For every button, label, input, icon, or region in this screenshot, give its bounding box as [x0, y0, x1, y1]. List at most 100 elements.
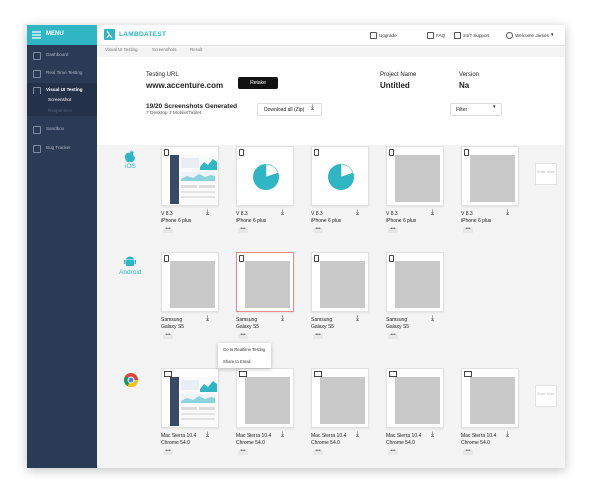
- download-icon[interactable]: ⤓: [356, 315, 360, 322]
- add-more-box[interactable]: Enter More: [535, 385, 557, 407]
- top-icon: [427, 32, 434, 39]
- device-icon: [164, 371, 172, 377]
- platform-icon: [124, 373, 138, 392]
- screenshot-card[interactable]: [386, 146, 444, 206]
- device-icon: [314, 149, 319, 156]
- more-button[interactable]: •••: [163, 227, 173, 233]
- device-icon: [314, 255, 319, 262]
- screenshot-card[interactable]: [461, 368, 519, 428]
- filter-dropdown[interactable]: Filter: [450, 103, 502, 116]
- download-icon[interactable]: ⤓: [431, 209, 435, 216]
- top-link[interactable]: FAQ: [436, 33, 446, 38]
- context-menu-item[interactable]: Go to Realtime Testing: [223, 347, 266, 352]
- more-button[interactable]: •••: [313, 333, 323, 339]
- retake-button[interactable]: Retake: [238, 77, 278, 89]
- platform-label: iOS: [125, 163, 136, 170]
- download-icon[interactable]: ⤓: [206, 315, 210, 322]
- sidebar-icon: [33, 145, 41, 153]
- menu-title: MENU: [46, 31, 64, 37]
- more-button[interactable]: •••: [388, 333, 398, 339]
- top-link[interactable]: 24/7 Support: [463, 33, 490, 38]
- device-icon: [314, 371, 322, 377]
- context-menu-item[interactable]: Share to Email: [223, 359, 251, 364]
- summary-detail: 7 Desktop 3 Mobile/Tablet: [146, 111, 202, 116]
- breadcrumb-item[interactable]: Visual UI Testing: [105, 47, 138, 52]
- more-button[interactable]: •••: [238, 227, 248, 233]
- filter-caret: ▾: [493, 104, 496, 110]
- more-button[interactable]: •••: [163, 449, 173, 455]
- card-label: Galaxy S5: [236, 324, 260, 330]
- sidebar-item[interactable]: Visual UI Testing: [27, 83, 97, 97]
- sidebar-item[interactable]: Dashboard: [46, 52, 69, 57]
- sidebar-item[interactable]: Real Time Testing: [46, 70, 83, 75]
- card-label: Samsung: [311, 317, 333, 323]
- screenshot-card[interactable]: [161, 146, 219, 206]
- more-button[interactable]: •••: [388, 227, 398, 233]
- more-button[interactable]: •••: [388, 449, 398, 455]
- screenshot-card[interactable]: [161, 252, 219, 312]
- device-icon: [389, 255, 394, 262]
- card-label: Galaxy S5: [386, 324, 410, 330]
- menu-header[interactable]: MENU: [27, 25, 97, 45]
- screenshot-card[interactable]: [311, 368, 369, 428]
- top-link[interactable]: Upgrade: [379, 33, 397, 38]
- screenshot-card[interactable]: [236, 368, 294, 428]
- more-button[interactable]: •••: [313, 449, 323, 455]
- sidebar-item[interactable]: Screenshot: [27, 94, 97, 105]
- download-button[interactable]: Download all (Zip): [257, 103, 322, 116]
- main-content: Visual UI Testing Screenshots Result Testin…: [97, 46, 565, 468]
- card-label: iPhone 6 plus: [311, 218, 342, 224]
- sidebar-item[interactable]: Bug Tracker: [46, 145, 71, 150]
- screenshot-preview: [320, 155, 365, 202]
- breadcrumb-item[interactable]: Result: [190, 47, 203, 52]
- breadcrumb-item[interactable]: Screenshots: [152, 47, 177, 52]
- more-button[interactable]: •••: [313, 227, 323, 233]
- card-label: V 8.3: [461, 211, 473, 217]
- more-button[interactable]: •••: [238, 449, 248, 455]
- screenshot-card[interactable]: [461, 146, 519, 206]
- card-label: Galaxy S5: [311, 324, 335, 330]
- url: www.accenture.com: [146, 81, 224, 90]
- screenshot-card[interactable]: [236, 252, 294, 312]
- download-icon[interactable]: ⤓: [506, 431, 510, 438]
- card-label: V 8.3: [386, 211, 398, 217]
- screenshot-card[interactable]: [161, 368, 219, 428]
- screenshot-card[interactable]: [386, 368, 444, 428]
- download-icon[interactable]: ⤓: [281, 431, 285, 438]
- download-icon[interactable]: ⤓: [206, 431, 210, 438]
- screenshot-card[interactable]: [236, 146, 294, 206]
- screenshot-card[interactable]: [311, 146, 369, 206]
- top-link[interactable]: Welcome James: [515, 33, 549, 38]
- card-label: Samsung: [386, 317, 408, 323]
- download-icon[interactable]: ⤓: [281, 209, 285, 216]
- logo-icon: [104, 29, 115, 40]
- sidebar-item[interactable]: Responsive: [27, 105, 97, 116]
- more-button[interactable]: •••: [238, 333, 248, 339]
- sidebar-item[interactable]: Sandbox: [46, 126, 65, 131]
- screenshot-card[interactable]: [386, 252, 444, 312]
- download-icon[interactable]: ⤓: [356, 209, 360, 216]
- card-label: Chrome 54.0: [386, 440, 415, 446]
- top-icon: [370, 32, 377, 39]
- info-panel: [97, 57, 565, 145]
- download-icon[interactable]: ⤓: [281, 315, 285, 322]
- top-bar: LAMBDATEST Upgrade FAQ 24/7 Support Welcome…: [97, 25, 565, 46]
- more-button[interactable]: •••: [463, 449, 473, 455]
- download-icon[interactable]: ⤓: [431, 315, 435, 322]
- more-button[interactable]: •••: [463, 227, 473, 233]
- download-icon[interactable]: ⤓: [356, 431, 360, 438]
- device-icon: [389, 371, 397, 377]
- download-icon[interactable]: ⤓: [431, 431, 435, 438]
- card-label: iPhone 6 plus: [236, 218, 267, 224]
- card-label: Chrome 54.0: [461, 440, 490, 446]
- add-more-box[interactable]: Enter More: [535, 163, 557, 185]
- download-icon[interactable]: ⤓: [206, 209, 210, 216]
- platform-icon: [124, 150, 136, 168]
- download-icon[interactable]: ⤓: [506, 209, 510, 216]
- card-label: Chrome 54.0: [161, 440, 190, 446]
- screenshot-card[interactable]: [311, 252, 369, 312]
- screenshot-preview: [395, 155, 440, 202]
- more-button[interactable]: •••: [163, 333, 173, 339]
- card-label: Samsung: [236, 317, 258, 323]
- top-icon: [506, 32, 513, 39]
